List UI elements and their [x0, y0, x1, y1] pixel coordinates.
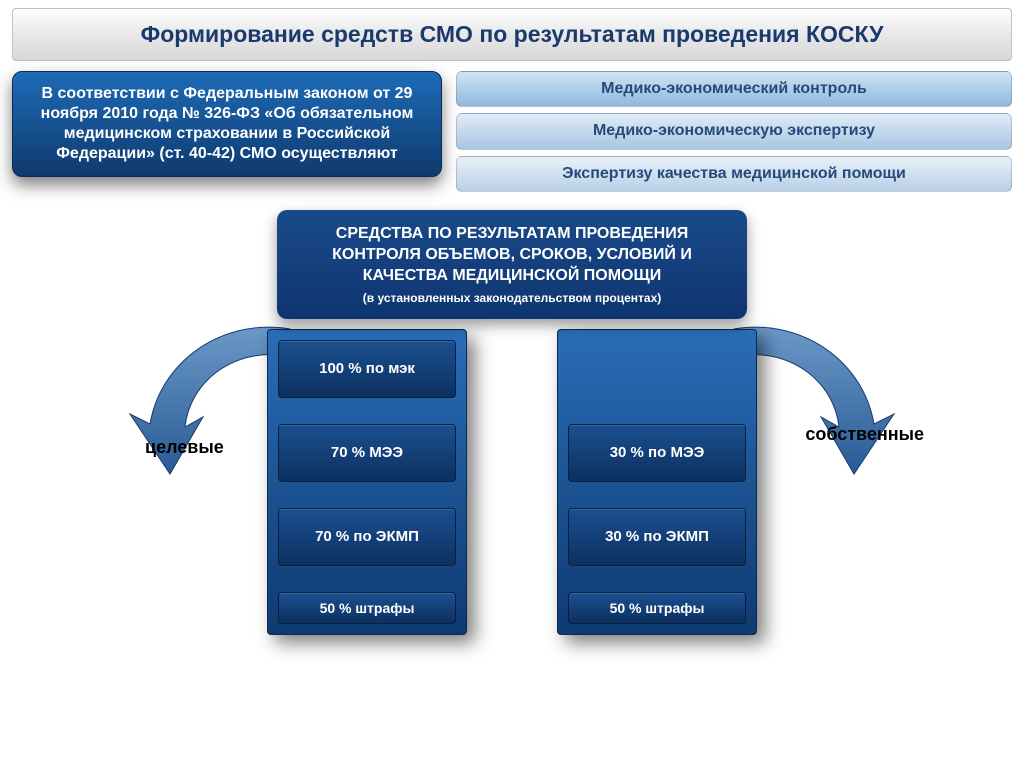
percentage-columns: 100 % по мэк 70 % МЭЭ 70 % по ЭКМП 50 % …	[0, 329, 1024, 635]
law-reference-box: В соответствии с Федеральным законом от …	[12, 71, 442, 177]
center-summary-box: СРЕДСТВА ПО РЕЗУЛЬТАТАМ ПРОВЕДЕНИЯ КОНТР…	[277, 210, 747, 318]
activity-bar: Медико-экономическую экспертизу	[456, 113, 1012, 149]
percentage-cell: 30 % по МЭЭ	[568, 424, 746, 482]
flow-diagram: целевые собственные 100 % по мэк 70 % МЭ…	[0, 329, 1024, 759]
percentage-cell: 30 % по ЭКМП	[568, 508, 746, 566]
center-main-text: СРЕДСТВА ПО РЕЗУЛЬТАТАМ ПРОВЕДЕНИЯ КОНТР…	[295, 224, 729, 286]
percentage-cell: 50 % штрафы	[278, 592, 456, 624]
percentage-cell: 70 % МЭЭ	[278, 424, 456, 482]
left-column: 100 % по мэк 70 % МЭЭ 70 % по ЭКМП 50 % …	[267, 329, 467, 635]
page-title: Формирование средств СМО по результатам …	[12, 8, 1012, 61]
column-spacer	[568, 340, 746, 424]
activity-bar: Экспертизу качества медицинской помощи	[456, 156, 1012, 192]
center-sub-text: (в установленных законодательством проце…	[295, 291, 729, 305]
top-section: В соответствии с Федеральным законом от …	[0, 61, 1024, 192]
percentage-cell: 70 % по ЭКМП	[278, 508, 456, 566]
percentage-cell: 100 % по мэк	[278, 340, 456, 398]
activity-bar: Медико-экономический контроль	[456, 71, 1012, 107]
percentage-cell: 50 % штрафы	[568, 592, 746, 624]
right-column: 30 % по МЭЭ 30 % по ЭКМП 50 % штрафы	[557, 329, 757, 635]
activity-bars: Медико-экономический контроль Медико-эко…	[456, 71, 1012, 192]
